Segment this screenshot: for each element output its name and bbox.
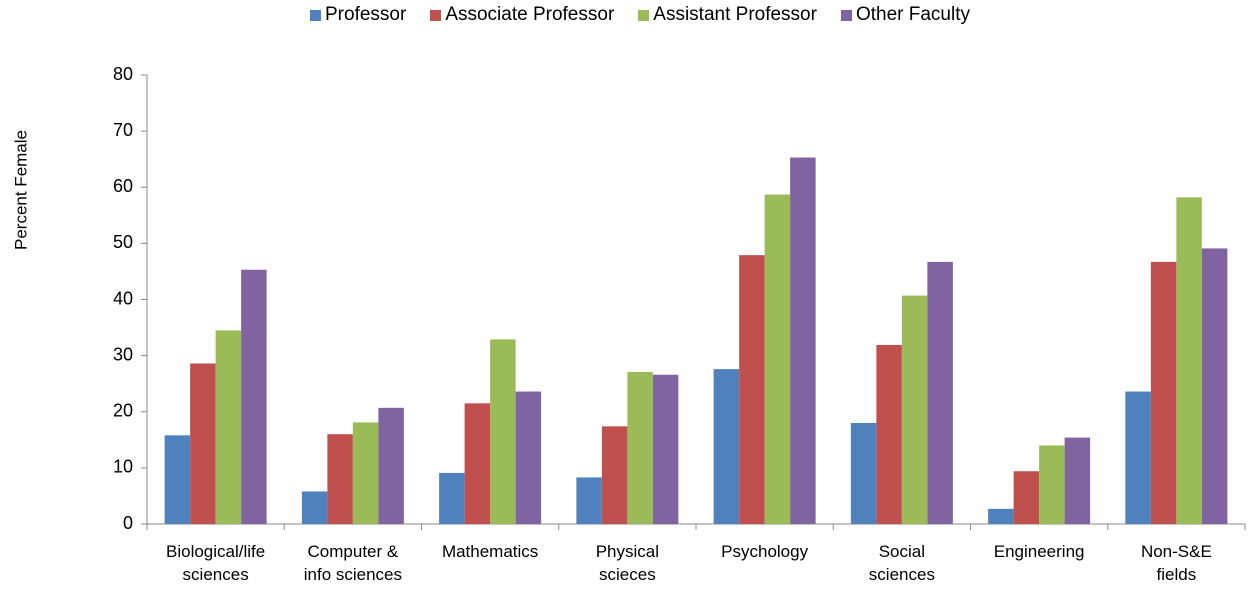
legend-label: Other Faculty — [855, 4, 970, 25]
bar — [627, 371, 653, 524]
x-tick-label: Non-S&E fields — [1140, 542, 1212, 584]
y-tick-label: 70 — [113, 120, 133, 140]
legend-swatch — [638, 9, 650, 21]
x-tick-label: Psychology — [721, 542, 809, 561]
bar — [378, 407, 404, 524]
bar — [301, 491, 328, 524]
bar — [1125, 391, 1151, 524]
bar — [652, 374, 679, 524]
y-tick-label: 60 — [113, 176, 133, 196]
legend-item: Professor — [310, 4, 406, 26]
legend-label: Assistant Professor — [653, 4, 817, 25]
legend-item: Associate Professor — [430, 4, 614, 26]
bar — [713, 369, 740, 524]
bar — [515, 391, 542, 524]
bar — [601, 426, 628, 524]
bar — [739, 255, 765, 524]
bar — [988, 508, 1014, 524]
bar — [901, 295, 928, 524]
y-tick-label: 30 — [113, 344, 133, 364]
legend-swatch — [430, 9, 442, 21]
y-tick-label: 80 — [113, 64, 133, 84]
bar — [764, 194, 791, 524]
y-tick-label: 40 — [113, 288, 133, 308]
bar — [190, 363, 216, 524]
bar — [464, 403, 491, 524]
y-axis-label: Percent Female — [11, 130, 30, 250]
x-tick-label: Engineering — [993, 542, 1085, 561]
x-tick-label: Biological/life sciences — [166, 542, 266, 584]
bar — [327, 434, 353, 524]
bar — [1013, 471, 1040, 524]
bar — [215, 330, 242, 524]
bar — [876, 344, 902, 524]
bar — [439, 472, 465, 524]
bar — [241, 269, 267, 524]
bar — [927, 261, 953, 524]
bar — [490, 339, 516, 524]
x-tick-label: Social sciences — [868, 542, 935, 584]
bar — [1176, 197, 1202, 525]
y-tick-label: 50 — [113, 232, 133, 252]
legend-item: Other Faculty — [840, 4, 970, 26]
bar — [1201, 248, 1228, 524]
legend-label: Associate Professor — [445, 4, 615, 25]
legend-item: Assistant Professor — [638, 4, 817, 26]
bar — [1039, 445, 1065, 524]
y-tick-label: 0 — [123, 513, 133, 533]
x-tick-label: Physical scieces — [595, 542, 660, 584]
bar — [790, 157, 816, 524]
y-tick-label: 20 — [113, 401, 133, 421]
x-tick-label: Mathematics — [441, 542, 539, 561]
legend-swatch — [840, 9, 852, 21]
y-tick-label: 10 — [113, 457, 133, 477]
legend: Professor Associate Professor Assistant Pr… — [190, 4, 1090, 26]
bar — [164, 435, 191, 524]
bar — [352, 422, 379, 524]
legend-label: Professor — [325, 4, 407, 25]
bar — [576, 477, 602, 524]
legend-swatch — [310, 9, 321, 21]
bar — [850, 422, 877, 524]
bar — [1150, 261, 1177, 524]
x-tick-label: Computer & info sciences — [303, 542, 403, 584]
bar — [1064, 437, 1091, 524]
